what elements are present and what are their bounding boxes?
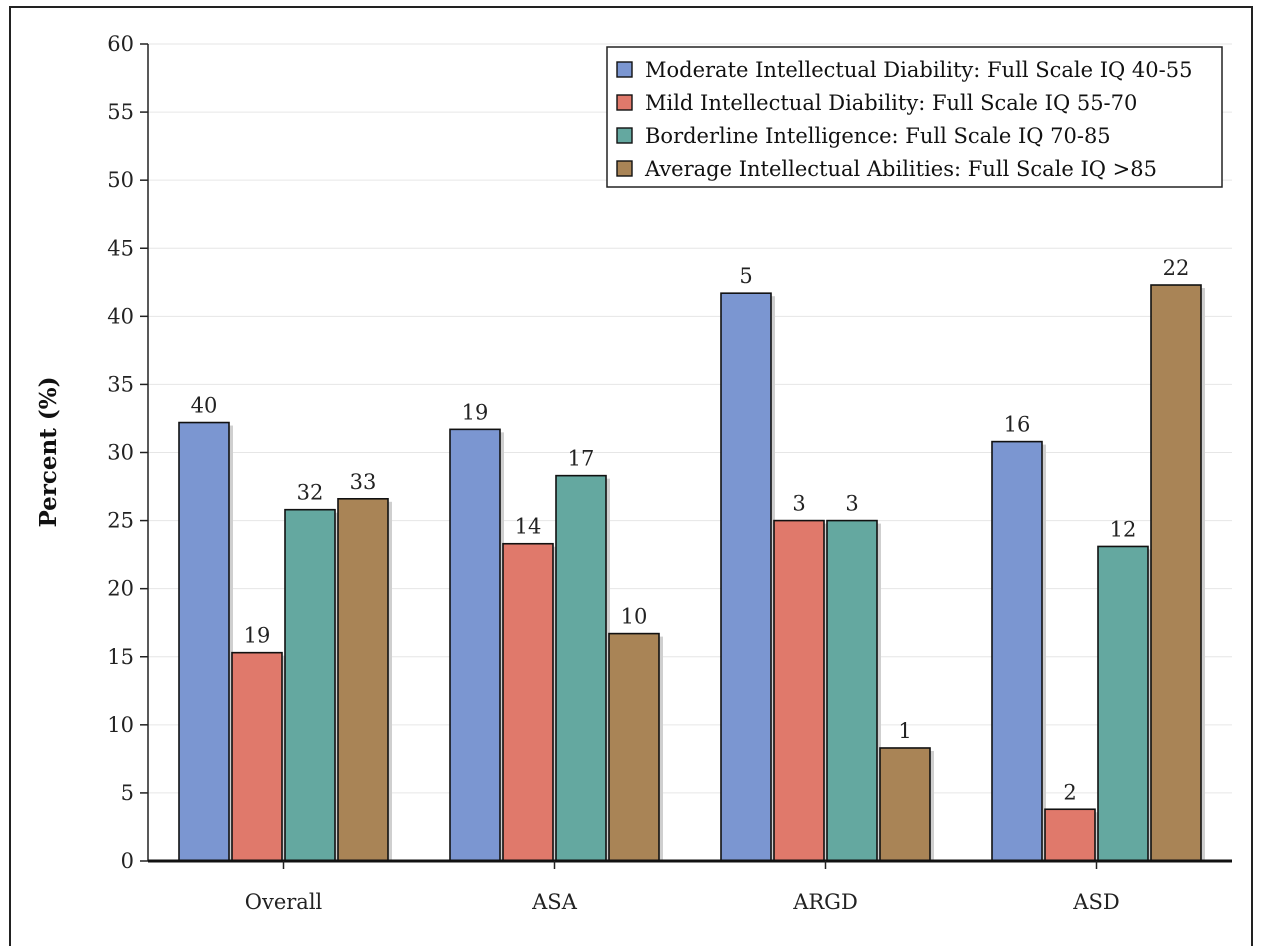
bar-data-label: 2 bbox=[1063, 780, 1076, 804]
legend-label: Moderate Intellectual Diability: Full Sc… bbox=[645, 58, 1192, 82]
bar bbox=[337, 497, 389, 862]
bar-data-label: 17 bbox=[568, 447, 595, 471]
bar-data-label: 19 bbox=[244, 624, 271, 648]
chart-frame bbox=[9, 6, 1253, 946]
y-tick-label: 10 bbox=[107, 713, 134, 737]
bar bbox=[879, 747, 931, 862]
x-tick-label: ARGD bbox=[792, 890, 858, 914]
bar-data-label: 12 bbox=[1110, 517, 1137, 541]
bar-data-label: 1 bbox=[898, 719, 911, 743]
y-tick-label: 25 bbox=[107, 509, 134, 533]
bar-data-label: 40 bbox=[191, 394, 218, 418]
bar bbox=[1150, 284, 1202, 862]
bar bbox=[178, 421, 230, 862]
y-tick-label: 50 bbox=[107, 168, 134, 192]
y-tick-label: 60 bbox=[107, 32, 134, 56]
legend-swatch bbox=[616, 94, 633, 111]
bar bbox=[1097, 545, 1149, 862]
bar bbox=[449, 428, 501, 862]
legend: Moderate Intellectual Diability: Full Sc… bbox=[606, 46, 1223, 188]
bar-data-label: 19 bbox=[462, 400, 489, 424]
bar bbox=[720, 292, 772, 862]
y-tick-label: 5 bbox=[121, 781, 134, 805]
legend-label: Mild Intellectual Diability: Full Scale … bbox=[645, 91, 1137, 115]
bar bbox=[555, 474, 607, 862]
bar-data-label: 33 bbox=[350, 470, 377, 494]
x-tick-label: ASD bbox=[1072, 890, 1119, 914]
bar-data-label: 14 bbox=[515, 515, 542, 539]
bar-data-label: 16 bbox=[1004, 413, 1031, 437]
x-tick-label: ASA bbox=[531, 890, 578, 914]
y-tick-label: 30 bbox=[107, 441, 134, 465]
y-tick-label: 20 bbox=[107, 577, 134, 601]
legend-box bbox=[606, 46, 1223, 188]
y-tick-label: 55 bbox=[107, 100, 134, 124]
bar-data-label: 22 bbox=[1163, 256, 1190, 280]
bar-data-label: 5 bbox=[739, 264, 752, 288]
y-axis-title: Percent (%) bbox=[35, 376, 62, 527]
y-tick-label: 40 bbox=[107, 304, 134, 328]
y-tick-label: 45 bbox=[107, 236, 134, 260]
y-tick-label: 15 bbox=[107, 645, 134, 669]
x-tick-label: Overall bbox=[245, 890, 323, 914]
bar bbox=[991, 440, 1043, 862]
legend-swatch bbox=[616, 127, 633, 144]
bar-data-label: 10 bbox=[621, 605, 648, 629]
bar-data-label: 3 bbox=[845, 492, 858, 516]
legend-swatch bbox=[616, 160, 633, 177]
legend-label: Average Intellectual Abilities: Full Sca… bbox=[644, 157, 1157, 181]
bar bbox=[773, 519, 825, 862]
bar bbox=[284, 508, 336, 862]
bar bbox=[608, 632, 660, 862]
y-tick-label: 35 bbox=[107, 372, 134, 396]
bar bbox=[231, 651, 283, 862]
legend-label: Borderline Intelligence: Full Scale IQ 7… bbox=[645, 124, 1111, 148]
bar bbox=[1044, 808, 1096, 862]
y-tick-label: 0 bbox=[121, 849, 134, 873]
bar-data-label: 32 bbox=[297, 481, 324, 505]
bar bbox=[826, 519, 878, 862]
bar-data-label: 3 bbox=[792, 492, 805, 516]
legend-swatch bbox=[616, 61, 633, 78]
bar bbox=[502, 542, 554, 862]
